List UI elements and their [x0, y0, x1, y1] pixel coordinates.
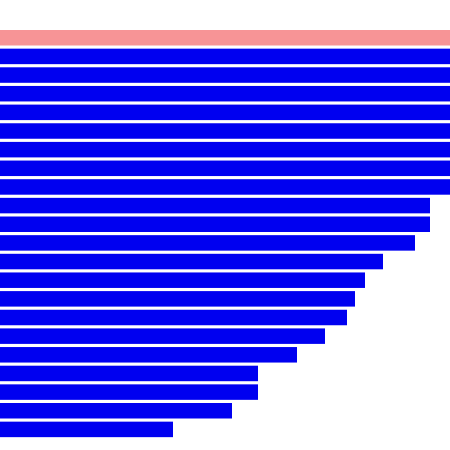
bar [0, 328, 325, 344]
bar [0, 216, 430, 232]
bar [0, 179, 450, 195]
bar [0, 141, 450, 158]
bar [0, 235, 415, 251]
bar [0, 403, 232, 419]
bar [0, 272, 365, 288]
bar [0, 309, 347, 326]
bar [0, 104, 450, 121]
bar [0, 197, 430, 214]
bar [0, 291, 355, 307]
bar [0, 85, 450, 102]
bar [0, 30, 450, 46]
bar [0, 384, 258, 400]
bar [0, 253, 383, 270]
bar [0, 421, 173, 438]
bar [0, 347, 297, 363]
bar [0, 160, 450, 177]
bar [0, 48, 450, 65]
bar [0, 365, 258, 382]
bar [0, 67, 450, 83]
bar [0, 123, 450, 139]
